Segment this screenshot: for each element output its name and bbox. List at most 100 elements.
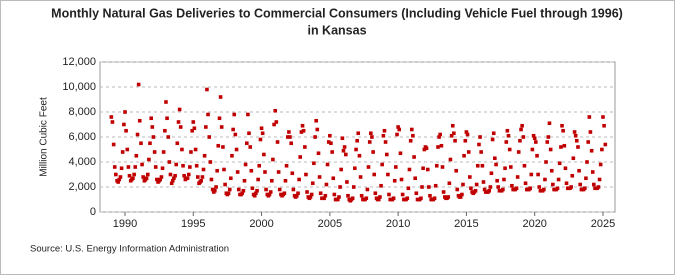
data-point [158,177,163,182]
data-point [241,188,246,193]
data-point [449,133,454,138]
data-point [549,168,554,173]
data-point [153,165,158,169]
data-point [247,131,251,136]
data-point [112,165,117,169]
data-point [531,133,536,138]
data-point [109,115,114,119]
data-point [301,128,306,133]
data-point [192,126,197,131]
data-point [182,173,186,178]
data-point [557,161,562,166]
data-point [453,138,457,143]
data-point [290,171,295,176]
x-tick-label: 2000 [249,218,273,230]
data-point [413,176,418,181]
x-tick-label: 2005 [318,218,342,230]
data-point [463,138,468,143]
data-point [592,182,596,187]
data-point [252,193,257,198]
data-point [460,192,464,197]
data-point [367,140,372,144]
data-point [148,141,152,146]
data-point [122,122,126,127]
data-point [578,182,582,187]
data-point [603,142,608,147]
data-point [597,177,602,182]
data-point [508,165,513,169]
data-point [169,181,174,186]
plot-area [99,61,616,213]
data-point [346,193,350,198]
data-point [268,190,273,194]
data-point [543,177,547,182]
data-point [424,146,429,151]
data-point [590,170,595,174]
data-point [411,133,415,138]
data-point [371,150,375,154]
data-point [232,112,237,117]
data-point [546,135,551,139]
data-point [116,180,120,184]
data-point [263,170,267,174]
data-point [574,138,579,143]
data-point [391,196,396,201]
data-point [322,196,326,201]
data-point [213,188,217,193]
data-point [259,126,264,131]
x-tick-label: 2010 [386,218,410,230]
data-point [480,163,485,168]
y-tick-label: 12,000 [62,56,96,68]
data-point [364,196,369,201]
data-point [535,153,539,158]
data-point [369,131,373,136]
data-point [227,187,232,192]
data-point [291,187,296,192]
data-point [510,183,514,188]
data-point [370,135,374,139]
data-point [551,182,555,187]
data-point [490,137,495,142]
source-note: Source: U.S. Energy Information Administ… [30,244,229,255]
data-point [242,178,247,183]
data-point [414,191,419,196]
data-point [214,185,218,189]
data-point [600,147,604,152]
data-point [167,160,172,164]
data-point [243,162,248,167]
data-point [421,166,425,171]
data-point [382,128,387,133]
data-point [260,131,265,136]
data-point [395,132,399,137]
data-point [174,162,179,167]
data-point [200,175,205,179]
chart-subtitle: in Kansas [307,23,366,37]
data-point [520,123,524,128]
data-point [560,123,564,128]
data-point [285,135,290,139]
data-point [123,110,127,114]
data-point [159,175,164,179]
data-point [326,140,331,144]
data-point [466,150,471,154]
data-point [521,135,526,139]
data-point [545,140,550,144]
data-point [323,193,328,198]
data-point [342,145,347,149]
data-point [312,161,316,166]
data-point [504,140,509,144]
data-point [376,197,381,202]
data-point [299,130,304,134]
data-point [427,185,431,189]
data-point [337,195,341,199]
data-point [458,195,463,199]
y-tick-label: 2,000 [68,181,96,193]
data-point [489,171,494,176]
data-point [345,180,349,184]
data-point [277,187,282,192]
data-point [587,115,592,119]
data-point [272,122,276,127]
data-point [576,145,580,149]
data-point [173,173,177,178]
data-point [246,112,250,117]
